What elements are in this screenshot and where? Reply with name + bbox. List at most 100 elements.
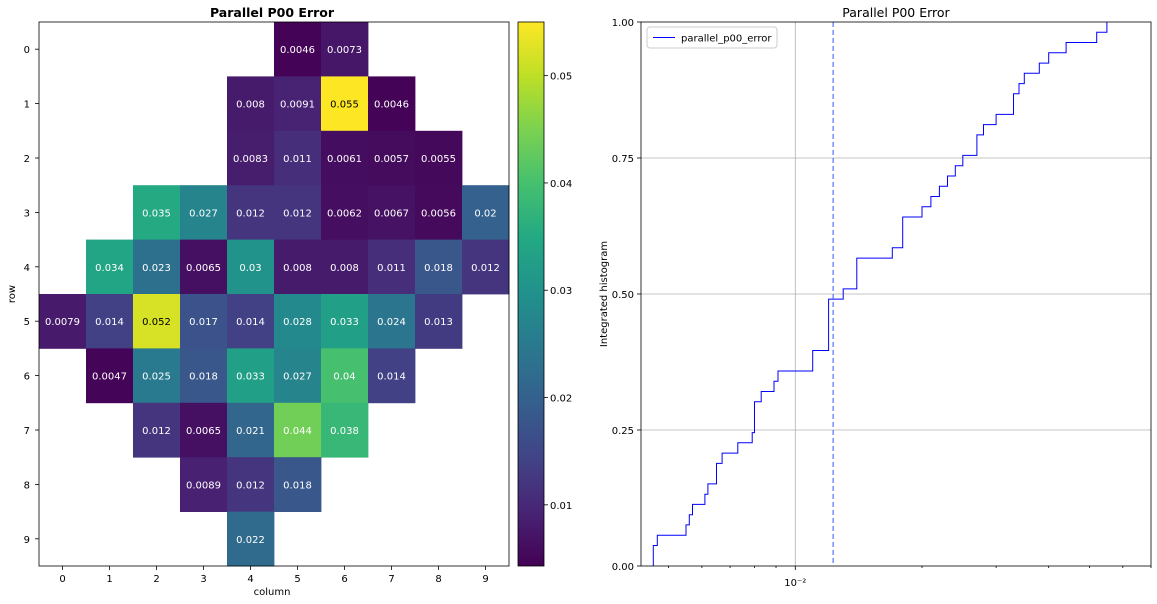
heatmap-cell-label: 0.014 xyxy=(95,317,124,328)
heatmap-cell-label: 0.0046 xyxy=(374,100,409,111)
heatmap-cell xyxy=(462,239,510,295)
heatmap-cell-label: 0.011 xyxy=(377,263,406,274)
heatmap-ylabel: row xyxy=(7,285,18,303)
heatmap-cell-label: 0.017 xyxy=(189,317,218,328)
heatmap-cell-label: 0.028 xyxy=(283,317,312,328)
heatmap-cell xyxy=(274,22,322,77)
heatmap-xlabel: column xyxy=(254,587,291,598)
y-tick-label: 5 xyxy=(24,317,30,328)
y-tick-label: 0 xyxy=(24,45,30,56)
colorbar-tick-label: 0.01 xyxy=(550,501,572,512)
heatmap-cell-label: 0.018 xyxy=(189,372,218,383)
heatmap-cell xyxy=(321,76,369,132)
colorbar xyxy=(517,21,545,567)
heatmap-cell-label: 0.008 xyxy=(236,100,265,111)
heatmap-y-ticks: 0 1 2 3 4 5 6 7 8 9 xyxy=(24,45,39,546)
heatmap-cell-label: 0.021 xyxy=(236,426,265,437)
cdf-y-ticks: 0.00 0.25 0.50 0.75 1.00 xyxy=(612,18,641,573)
legend-box xyxy=(646,26,778,49)
heatmap-cell-label: 0.0056 xyxy=(421,208,456,219)
heatmap-cell xyxy=(274,130,322,186)
heatmap-cell xyxy=(227,76,275,132)
heatmap-cell xyxy=(274,457,322,512)
heatmap-cell-label: 0.03 xyxy=(239,263,261,274)
cdf-ylabel: Integrated histogram xyxy=(599,241,610,347)
heatmap-cell-label: 0.014 xyxy=(377,372,406,383)
heatmap-cell-label: 0.012 xyxy=(236,208,265,219)
y-tick-label: 1 xyxy=(24,100,30,111)
heatmap-cell xyxy=(415,239,463,295)
heatmap-cell xyxy=(133,348,181,404)
heatmap-cell-label: 0.024 xyxy=(377,317,406,328)
colorbar-ticks: 0.01 0.02 0.03 0.04 0.05 xyxy=(544,72,572,512)
heatmap-cell xyxy=(274,294,322,349)
heatmap-cell-label: 0.012 xyxy=(236,480,265,491)
x-tick-label: 4 xyxy=(247,574,253,585)
heatmap-cell xyxy=(86,294,134,349)
heatmap-cell xyxy=(86,348,134,404)
heatmap-cell xyxy=(133,294,181,349)
heatmap-cell-label: 0.04 xyxy=(333,372,355,383)
colorbar-tick-label: 0.05 xyxy=(550,72,572,83)
heatmap-cell-label: 0.052 xyxy=(142,317,171,328)
heatmap-cell-label: 0.0079 xyxy=(45,317,80,328)
cdf-y-tick-label: 1.00 xyxy=(612,18,634,29)
heatmap-cell-label: 0.0061 xyxy=(327,154,362,165)
cdf-x-tick-label: 10⁻² xyxy=(784,578,806,589)
heatmap-cell-label: 0.0091 xyxy=(280,100,315,111)
heatmap-cell-label: 0.033 xyxy=(330,317,359,328)
cdf-y-tick-label: 0.00 xyxy=(612,562,634,573)
legend-label: parallel_p00_error xyxy=(681,34,772,45)
x-tick-label: 3 xyxy=(200,574,206,585)
heatmap-cell xyxy=(180,457,228,512)
heatmap-frame xyxy=(38,21,510,567)
heatmap-cell xyxy=(227,130,275,186)
colorbar-tick-label: 0.03 xyxy=(550,286,572,297)
heatmap-cell xyxy=(368,239,416,295)
x-tick-label: 7 xyxy=(388,574,394,585)
heatmap-cell xyxy=(274,76,322,132)
heatmap-cell xyxy=(133,402,181,458)
x-tick-label: 5 xyxy=(294,574,300,585)
heatmap-cell-label: 0.055 xyxy=(330,100,359,111)
heatmap-cell-label: 0.012 xyxy=(142,426,171,437)
heatmap-cell xyxy=(180,294,228,349)
heatmap-cell-label: 0.027 xyxy=(283,372,312,383)
heatmap-cell-label: 0.012 xyxy=(471,263,500,274)
heatmap-cell xyxy=(180,402,228,458)
heatmap-cell xyxy=(86,239,134,295)
x-tick-label: 9 xyxy=(482,574,488,585)
heatmap-cell xyxy=(180,239,228,295)
cdf-x-ticks: 10⁻² xyxy=(668,566,1152,589)
heatmap-cell xyxy=(321,294,369,349)
heatmap-cell xyxy=(227,348,275,404)
y-tick-label: 3 xyxy=(24,208,30,219)
heatmap-cell xyxy=(368,185,416,240)
heatmap-x-ticks: 0 1 2 3 4 5 6 7 8 9 xyxy=(59,566,489,585)
heatmap-cell xyxy=(415,130,463,186)
heatmap-cell-label: 0.035 xyxy=(142,208,171,219)
heatmap-cell-label: 0.011 xyxy=(283,154,312,165)
heatmap-cell-label: 0.0083 xyxy=(233,154,268,165)
heatmap-cell xyxy=(227,511,275,567)
heatmap-cell-label: 0.018 xyxy=(424,263,453,274)
x-tick-label: 8 xyxy=(435,574,441,585)
heatmap-cell xyxy=(227,185,275,240)
heatmap-cell xyxy=(133,185,181,240)
heatmap-cell xyxy=(321,402,369,458)
heatmap-cell-label: 0.0067 xyxy=(374,208,409,219)
cdf-legend: parallel_p00_error xyxy=(646,26,778,49)
heatmap-cell xyxy=(321,348,369,404)
heatmap-cell-label: 0.014 xyxy=(236,317,265,328)
y-tick-label: 6 xyxy=(24,372,30,383)
colorbar-tick-label: 0.02 xyxy=(550,394,572,405)
heatmap-cell-label: 0.018 xyxy=(283,480,312,491)
heatmap-cell-label: 0.012 xyxy=(283,208,312,219)
y-tick-label: 4 xyxy=(24,263,30,274)
y-tick-label: 8 xyxy=(24,480,30,491)
heatmap-cell-label: 0.0057 xyxy=(374,154,409,165)
heatmap-cell xyxy=(321,185,369,240)
heatmap-cell-label: 0.033 xyxy=(236,372,265,383)
heatmap-cell xyxy=(368,294,416,349)
heatmap-cell xyxy=(321,130,369,186)
